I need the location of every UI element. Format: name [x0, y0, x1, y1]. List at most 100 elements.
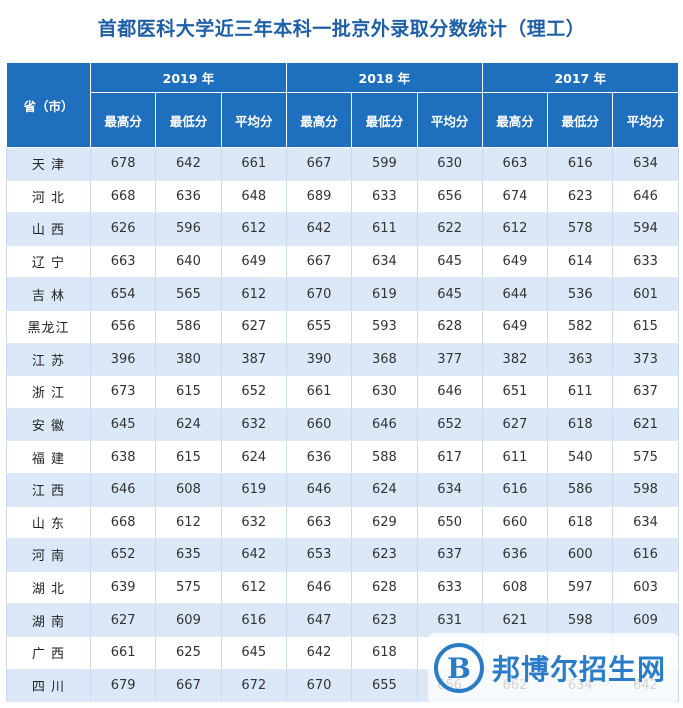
score-cell: 645: [416, 245, 483, 279]
province-cell: 安 徽: [6, 408, 91, 442]
score-cell: 661: [220, 147, 287, 181]
score-cell: 609: [612, 603, 679, 637]
score-cell: 670: [285, 669, 353, 703]
score-cell: 612: [220, 571, 287, 605]
table-row: 山 西 626 596 612 642 611 622 612 578 594: [6, 212, 679, 246]
score-cell: 377: [416, 343, 483, 377]
score-cell: 536: [547, 277, 614, 311]
score-cell: 594: [612, 212, 679, 246]
score-cell: 617: [416, 440, 483, 474]
page-title: 首都医科大学近三年本科一批京外录取分数统计（理工）: [97, 18, 586, 40]
province-cell: 河 北: [6, 180, 91, 214]
score-cell: 618: [547, 408, 614, 442]
score-cell: 625: [155, 636, 222, 670]
score-cell: 667: [285, 147, 353, 181]
score-cell: 637: [416, 538, 483, 572]
score-cell: 623: [351, 538, 418, 572]
score-cell: 661: [89, 636, 157, 670]
score-cell: 627: [220, 310, 287, 344]
score-cell: 599: [351, 147, 418, 181]
score-cell: 631: [416, 603, 483, 637]
score-cell: 634: [612, 147, 679, 181]
province-cell: 黑龙江: [6, 310, 91, 344]
score-cell: 629: [351, 506, 418, 540]
score-cell: 373: [612, 343, 679, 377]
score-cell: 612: [155, 506, 222, 540]
metric-header: 最低分: [351, 92, 418, 148]
score-cell: 667: [285, 245, 353, 279]
score-cell: 633: [612, 245, 679, 279]
score-cell: 575: [155, 571, 222, 605]
score-cell: 619: [220, 473, 287, 507]
score-cell: 387: [220, 343, 287, 377]
score-cell: 633: [351, 180, 418, 214]
metric-header: 平均分: [416, 92, 483, 148]
year-header-2019: 2019 年: [90, 62, 287, 93]
province-header: 省（市）: [6, 62, 91, 148]
score-cell: 540: [547, 440, 614, 474]
score-cell: 630: [416, 147, 483, 181]
score-cell: 612: [220, 212, 287, 246]
score-cell: 623: [351, 603, 418, 637]
year-header-2017: 2017 年: [481, 62, 679, 93]
score-cell: 635: [155, 538, 222, 572]
watermark: B 邦博尔招生网: [428, 633, 678, 703]
score-cell: 674: [481, 180, 549, 214]
score-cell: 653: [285, 538, 353, 572]
province-cell: 湖 北: [6, 571, 91, 605]
table-row: 浙 江 673 615 652 661 630 646 651 611 637: [6, 375, 679, 409]
score-cell: 598: [547, 603, 614, 637]
table-row: 天 津 678 642 661 667 599 630 663 616 634: [6, 147, 679, 181]
score-cell: 597: [547, 571, 614, 605]
score-cell: 632: [220, 408, 287, 442]
score-cell: 654: [89, 277, 157, 311]
province-cell: 浙 江: [6, 375, 91, 409]
score-cell: 615: [155, 440, 222, 474]
score-cell: 363: [547, 343, 614, 377]
province-cell: 福 建: [6, 440, 91, 474]
province-cell: 天 津: [6, 147, 91, 181]
score-cell: 634: [351, 245, 418, 279]
score-cell: 636: [481, 538, 549, 572]
year-header-2018: 2018 年: [285, 62, 483, 93]
watermark-logo-icon: B: [434, 643, 484, 693]
score-cell: 639: [89, 571, 157, 605]
score-cell: 614: [547, 245, 614, 279]
province-cell: 山 西: [6, 212, 91, 246]
table-row: 福 建 638 615 624 636 588 617 611 540 575: [6, 440, 679, 474]
score-cell: 627: [89, 603, 157, 637]
score-cell: 645: [220, 636, 287, 670]
score-cell: 646: [612, 180, 679, 214]
score-cell: 655: [285, 310, 353, 344]
score-cell: 646: [285, 571, 353, 605]
score-cell: 656: [89, 310, 157, 344]
score-cell: 689: [285, 180, 353, 214]
table-row: 辽 宁 663 640 649 667 634 645 649 614 633: [6, 245, 679, 279]
score-cell: 667: [155, 669, 222, 703]
province-cell: 广 西: [6, 636, 91, 670]
province-cell: 山 东: [6, 506, 91, 540]
score-cell: 600: [547, 538, 614, 572]
table-row: 江 西 646 608 619 646 624 634 616 586 598: [6, 473, 679, 507]
score-cell: 611: [481, 440, 549, 474]
score-cell: 673: [89, 375, 157, 409]
table-row: 江 苏 396 380 387 390 368 377 382 363 373: [6, 343, 679, 377]
score-cell: 660: [481, 506, 549, 540]
score-cell: 634: [612, 506, 679, 540]
province-cell: 江 苏: [6, 343, 91, 377]
score-cell: 628: [351, 571, 418, 605]
score-cell: 663: [481, 147, 549, 181]
province-cell: 江 西: [6, 473, 91, 507]
score-cell: 649: [220, 245, 287, 279]
table-row: 吉 林 654 565 612 670 619 645 644 536 601: [6, 277, 679, 311]
score-cell: 633: [416, 571, 483, 605]
score-cell: 651: [481, 375, 549, 409]
score-cell: 648: [220, 180, 287, 214]
score-table: 省（市） 2019 年 2018 年 2017 年 最高分 最低分 平均分 最高分 最低…: [6, 62, 679, 703]
score-cell: 624: [351, 473, 418, 507]
table-row: 河 北 668 636 648 689 633 656 674 623 646: [6, 180, 679, 214]
score-cell: 636: [155, 180, 222, 214]
metric-header: 最低分: [155, 92, 222, 148]
table-row: 湖 北 639 575 612 646 628 633 608 597 603: [6, 571, 679, 605]
score-cell: 615: [155, 375, 222, 409]
